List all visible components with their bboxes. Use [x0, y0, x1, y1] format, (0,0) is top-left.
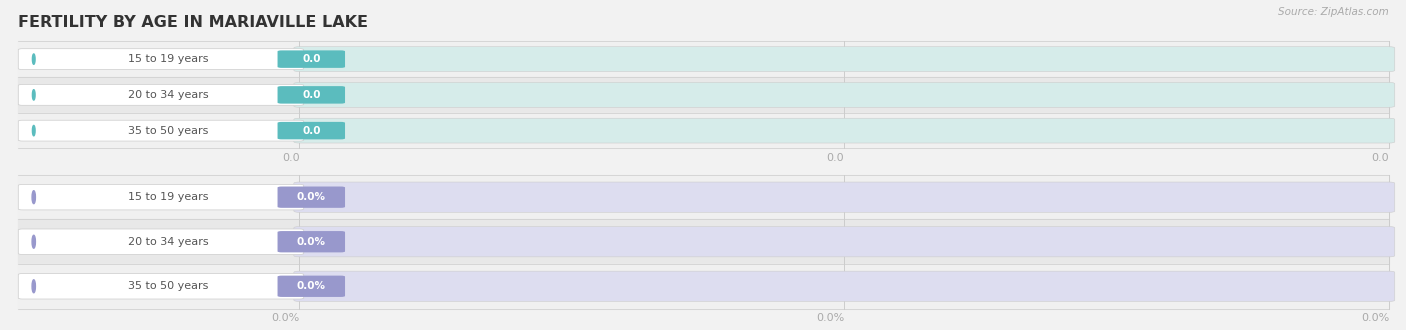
FancyBboxPatch shape [277, 186, 344, 208]
Text: 20 to 34 years: 20 to 34 years [128, 90, 208, 100]
Text: FERTILITY BY AGE IN MARIAVILLE LAKE: FERTILITY BY AGE IN MARIAVILLE LAKE [18, 15, 368, 30]
Text: Source: ZipAtlas.com: Source: ZipAtlas.com [1278, 7, 1389, 17]
FancyBboxPatch shape [18, 84, 304, 105]
FancyBboxPatch shape [277, 50, 344, 68]
FancyBboxPatch shape [294, 82, 1395, 107]
Bar [18, 113, 1389, 148]
FancyBboxPatch shape [277, 276, 344, 297]
FancyBboxPatch shape [18, 120, 304, 141]
Ellipse shape [32, 90, 35, 100]
FancyBboxPatch shape [277, 231, 344, 252]
FancyBboxPatch shape [18, 184, 304, 210]
Text: 0.0: 0.0 [302, 54, 321, 64]
Ellipse shape [32, 235, 35, 248]
Text: 15 to 19 years: 15 to 19 years [128, 54, 208, 64]
Text: 0.0%: 0.0% [297, 237, 326, 247]
Text: 0.0: 0.0 [302, 126, 321, 136]
Text: 0.0: 0.0 [281, 153, 299, 163]
Ellipse shape [32, 280, 35, 293]
FancyBboxPatch shape [277, 122, 344, 139]
Text: 35 to 50 years: 35 to 50 years [128, 281, 208, 291]
Text: 35 to 50 years: 35 to 50 years [128, 126, 208, 136]
Ellipse shape [32, 191, 35, 204]
FancyBboxPatch shape [18, 229, 304, 254]
FancyBboxPatch shape [18, 274, 304, 299]
Bar [18, 41, 1389, 77]
Text: 0.0%: 0.0% [297, 192, 326, 202]
Bar [18, 264, 1389, 309]
FancyBboxPatch shape [294, 47, 1395, 72]
FancyBboxPatch shape [294, 271, 1395, 301]
Ellipse shape [32, 54, 35, 64]
FancyBboxPatch shape [18, 49, 304, 70]
Ellipse shape [32, 125, 35, 136]
Bar [18, 77, 1389, 113]
Text: 0.0: 0.0 [827, 153, 844, 163]
FancyBboxPatch shape [294, 227, 1395, 257]
Bar [18, 175, 1389, 219]
Text: 0.0%: 0.0% [815, 313, 844, 323]
Text: 0.0: 0.0 [302, 90, 321, 100]
Bar [18, 219, 1389, 264]
Text: 15 to 19 years: 15 to 19 years [128, 192, 208, 202]
FancyBboxPatch shape [294, 182, 1395, 212]
FancyBboxPatch shape [294, 118, 1395, 143]
FancyBboxPatch shape [277, 86, 344, 104]
Text: 0.0%: 0.0% [1361, 313, 1389, 323]
Text: 0.0%: 0.0% [271, 313, 299, 323]
Text: 0.0%: 0.0% [297, 281, 326, 291]
Text: 0.0: 0.0 [1371, 153, 1389, 163]
Text: 20 to 34 years: 20 to 34 years [128, 237, 208, 247]
